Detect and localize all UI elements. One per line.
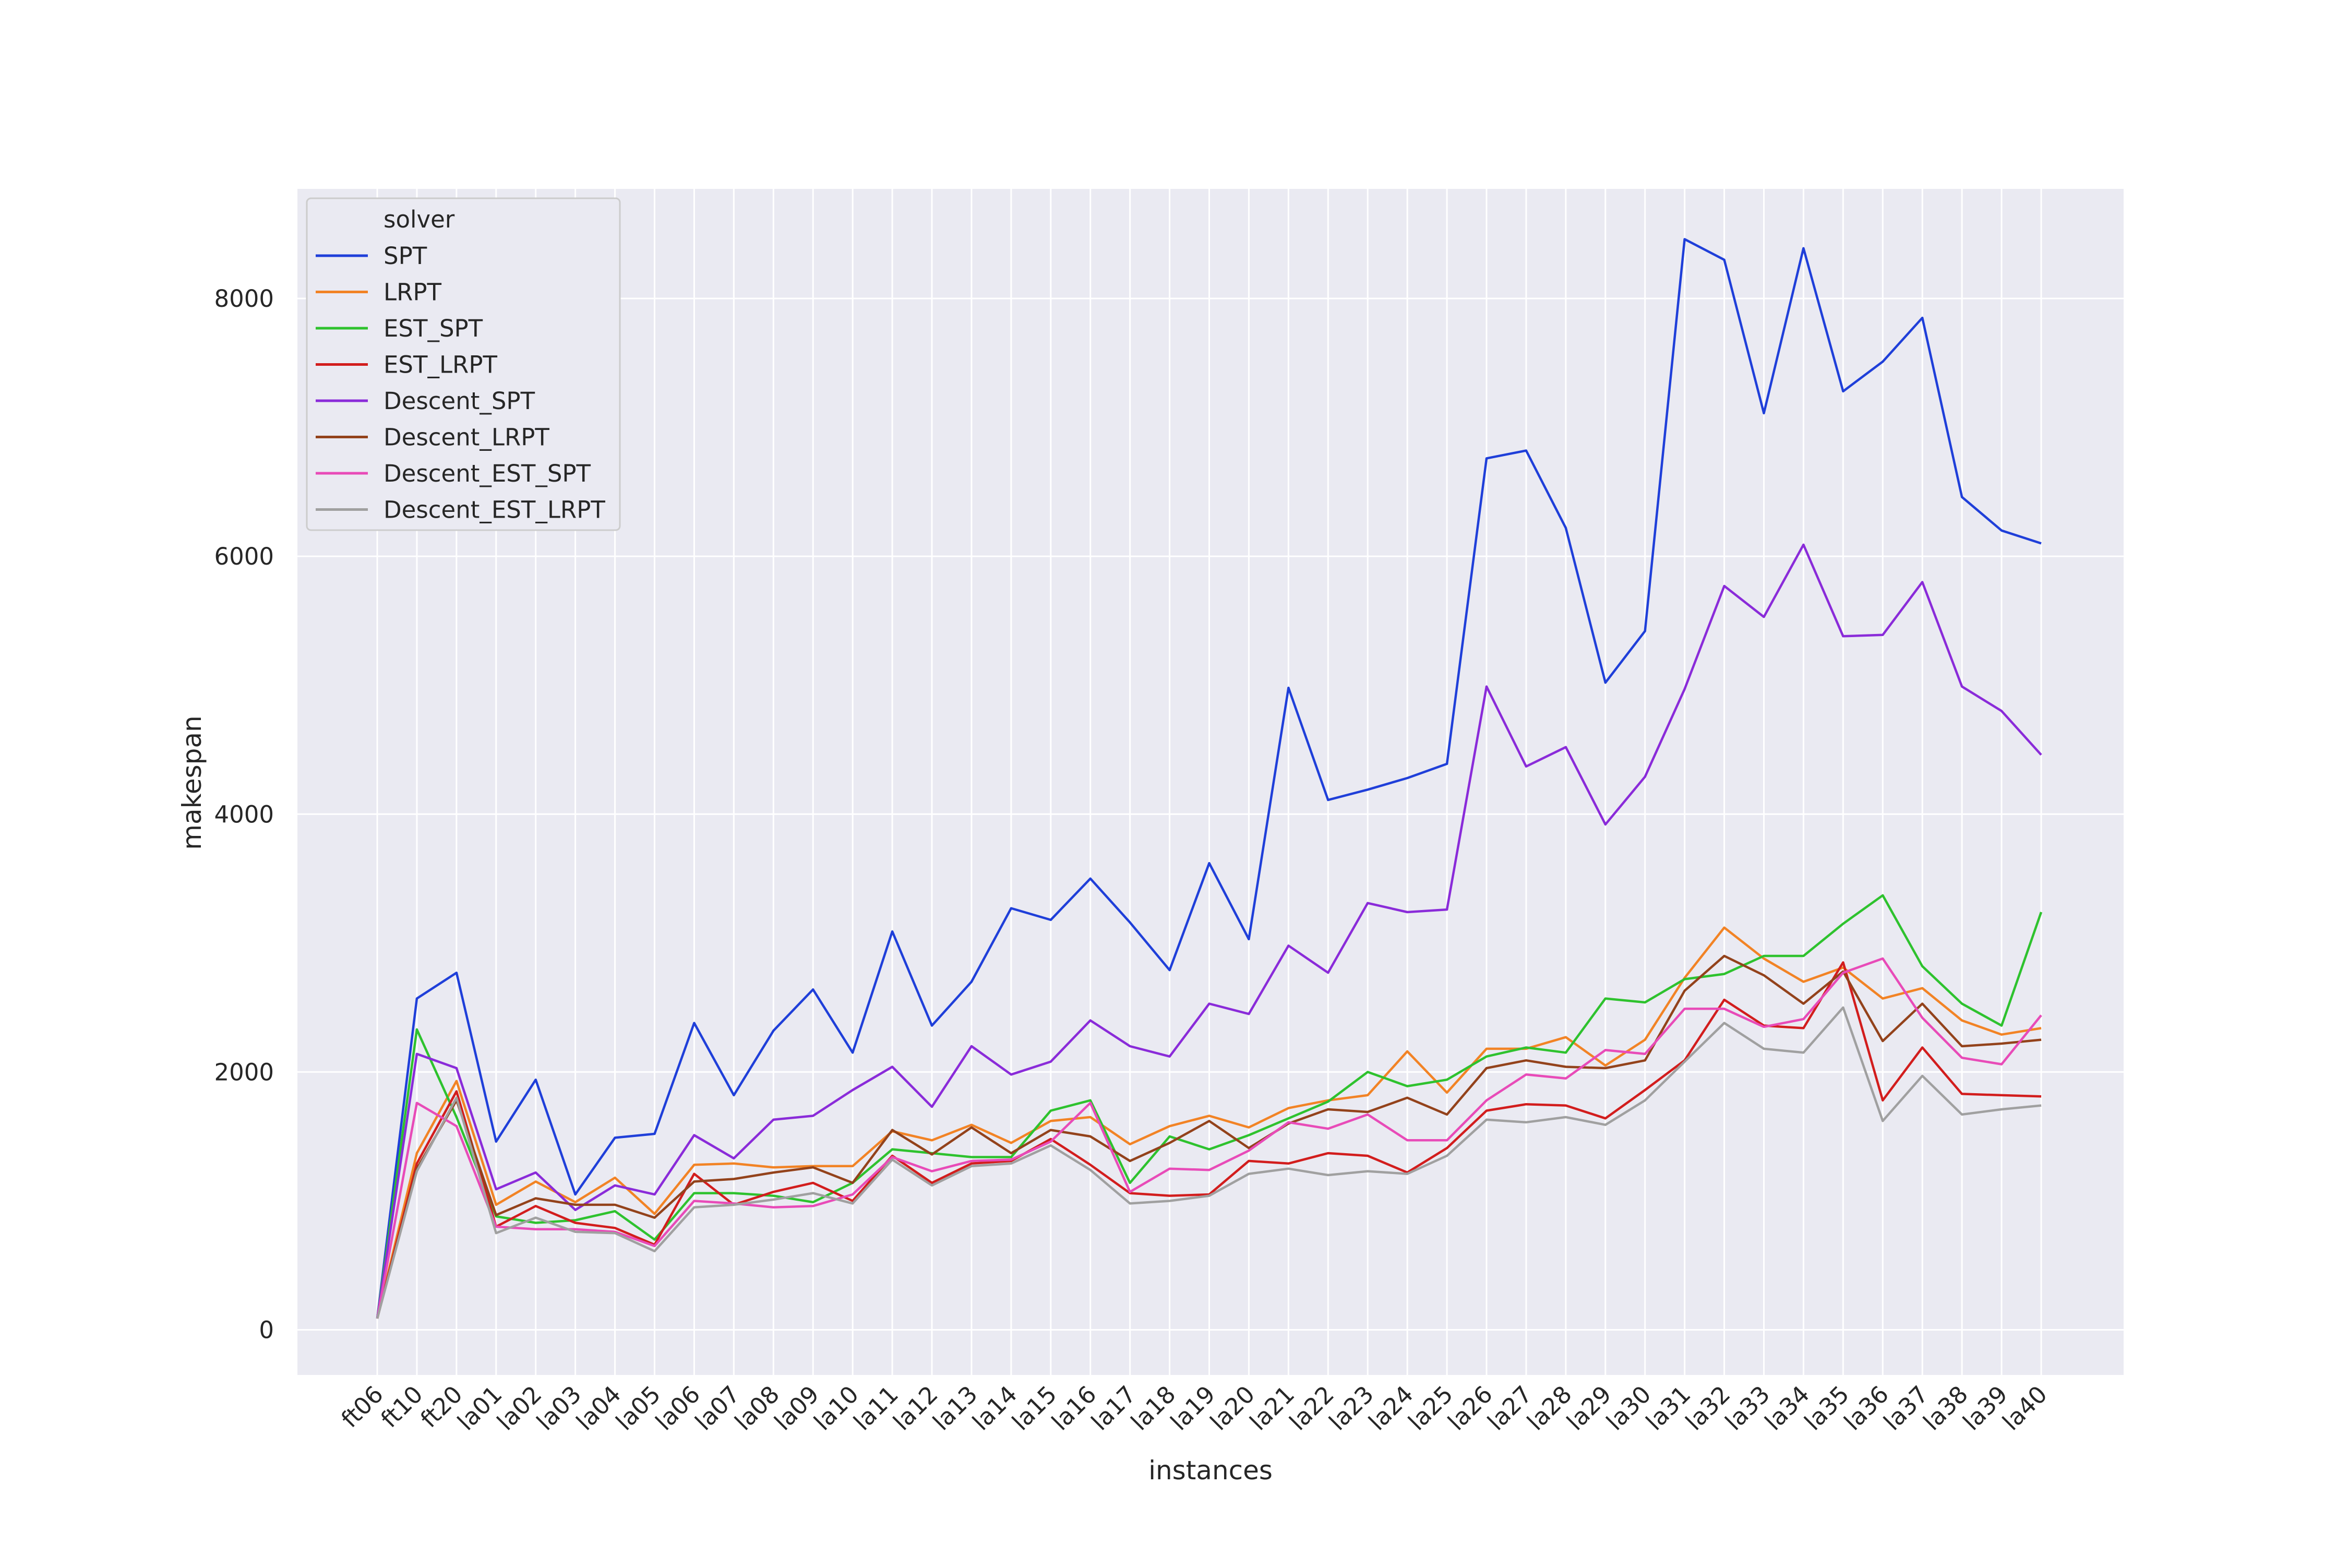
series-lines — [376, 238, 2043, 1319]
series-line-SPT — [376, 238, 2042, 1319]
series-line-Descent_EST_LRPT — [376, 1006, 2042, 1319]
legend-label: Descent_LRPT — [384, 424, 549, 451]
legend: solver SPT LRPT EST_SPT EST_LRPT Descent_SPT… — [306, 197, 621, 531]
x-axis-label: instances — [1148, 1455, 1273, 1486]
series-line-Descent_LRPT — [376, 954, 2042, 1319]
series-line-EST_SPT — [376, 894, 2043, 1319]
legend-label: SPT — [384, 242, 427, 270]
x-tick-label: ft06 — [336, 1380, 389, 1433]
legend-items: SPT LRPT EST_SPT EST_LRPT Descent_SPT Descent… — [316, 242, 605, 524]
y-tick-label: 0 — [259, 1316, 274, 1344]
x-tick-labels: ft06ft10ft20la01la02la03la04la05la06la07… — [336, 1380, 2053, 1435]
legend-label: Descent_EST_LRPT — [384, 496, 605, 524]
legend-box — [306, 197, 621, 531]
y-tick-labels: 0 2000 4000 6000 8000 — [214, 285, 274, 1344]
x-tick-label: ft10 — [376, 1380, 428, 1433]
legend-title: solver — [384, 206, 455, 233]
x-tick-label: ft20 — [415, 1380, 468, 1433]
legend-label: EST_LRPT — [384, 351, 497, 379]
legend-label: Descent_EST_SPT — [384, 460, 591, 487]
legend-label: EST_SPT — [384, 315, 483, 342]
legend-label: Descent_SPT — [384, 387, 535, 415]
series-line-LRPT — [376, 926, 2042, 1319]
y-tick-label: 4000 — [214, 800, 274, 828]
legend-label: LRPT — [384, 279, 441, 306]
series-line-Descent_EST_SPT — [376, 957, 2042, 1319]
y-tick-label: 2000 — [214, 1058, 274, 1086]
x-tick-label: la40 — [1997, 1380, 2052, 1435]
y-tick-label: 6000 — [214, 543, 274, 570]
series-line-Descent_SPT — [376, 543, 2042, 1319]
y-tick-label: 8000 — [214, 285, 274, 313]
y-axis-label: makespan — [177, 715, 207, 849]
